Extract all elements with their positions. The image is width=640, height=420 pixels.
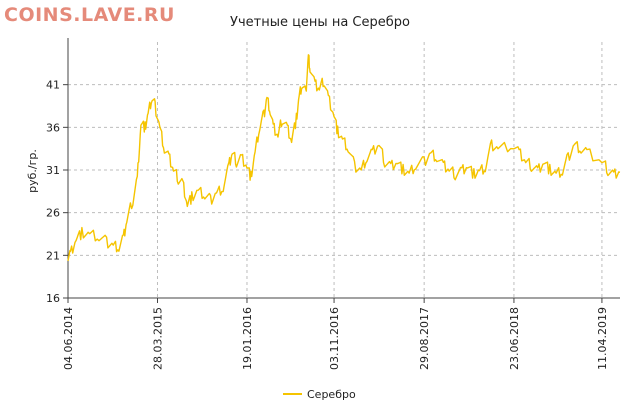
y-tick-label: 31 [46,164,60,177]
x-tick-label: 23.06.2018 [508,307,521,370]
x-tick-label: 19.01.2016 [241,307,254,370]
watermark: COINS.LAVE.RU [4,4,175,26]
x-tick-labels: 04.06.2014 28.03.2015 19.01.2016 03.11.2016… [62,307,609,370]
chart-title: Учетные цены на Серебро [230,15,410,30]
x-tick-label: 29.08.2017 [418,307,431,370]
y-tick-label: 16 [46,292,60,305]
legend-label-silver: Серебро [307,388,356,401]
axes [63,38,620,303]
y-tick-label: 21 [46,249,60,262]
x-tick-label: 03.11.2016 [328,307,341,370]
grid-lines [68,42,620,298]
legend: Серебро [283,388,356,401]
x-tick-label: 28.03.2015 [151,307,164,370]
series-group [67,54,621,262]
series-line-silver [67,54,621,262]
y-tick-label: 36 [46,121,60,134]
y-axis-label: руб./гр. [26,149,39,193]
y-tick-label: 41 [46,79,60,92]
y-tick-labels: 16 21 26 31 36 41 [46,79,60,305]
x-tick-label: 04.06.2014 [62,307,75,370]
x-tick-label: 11.04.2019 [596,307,609,370]
y-tick-label: 26 [46,207,60,220]
